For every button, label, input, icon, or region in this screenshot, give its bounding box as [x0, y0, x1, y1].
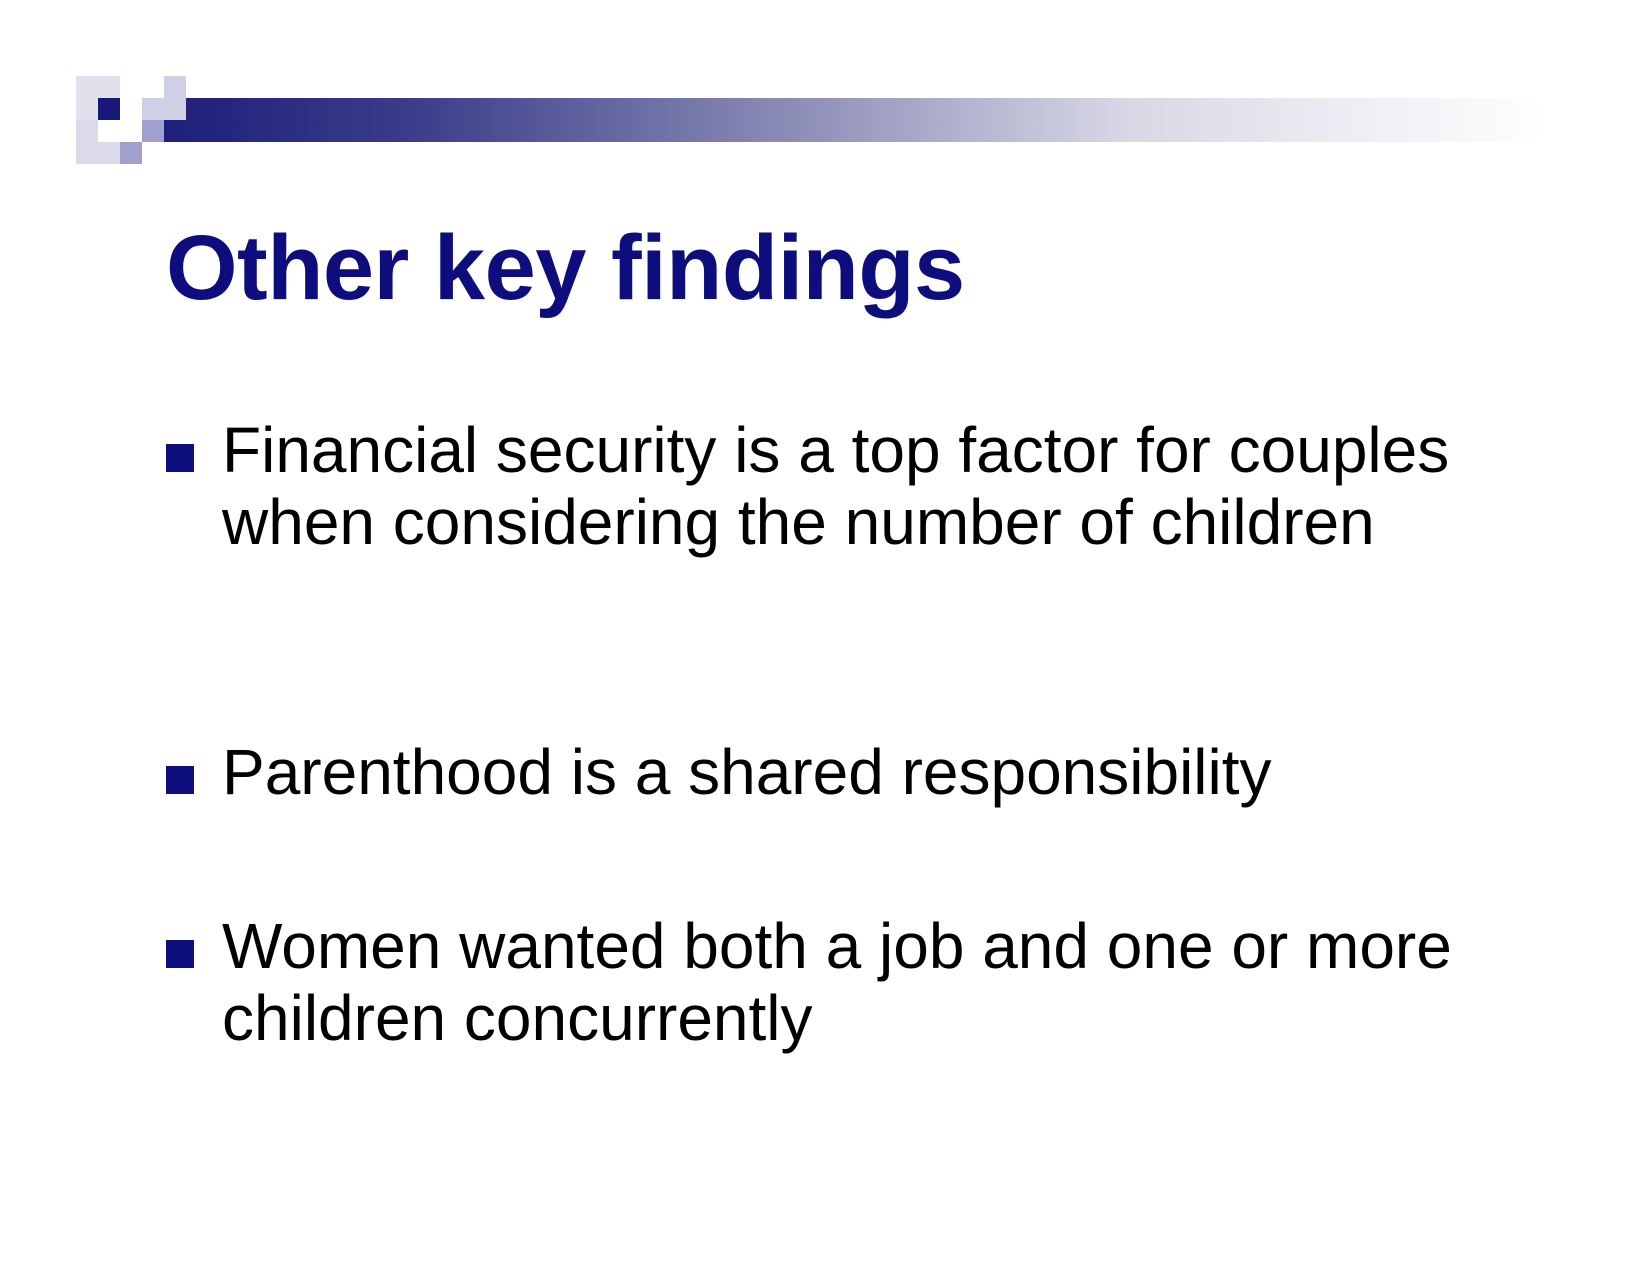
- bullet-text: Financial security is a top factor for c…: [222, 414, 1450, 558]
- square-bullet-icon: [166, 766, 194, 794]
- slide-title: Other key findings: [166, 217, 965, 319]
- header-gradient-bar: [164, 98, 1544, 142]
- decor-square: [98, 120, 120, 142]
- bullet-text: Women wanted both a job and one or more …: [222, 910, 1452, 1054]
- decor-square: [142, 120, 164, 142]
- square-bullet-icon: [166, 940, 194, 968]
- decor-square: [120, 76, 164, 98]
- square-bullet-icon: [166, 444, 194, 472]
- decor-square: [98, 98, 120, 120]
- bullet-text: Parenthood is a shared responsibility: [222, 736, 1272, 808]
- header-decoration: [0, 0, 1650, 180]
- decor-square: [120, 142, 142, 164]
- decor-square: [120, 98, 142, 120]
